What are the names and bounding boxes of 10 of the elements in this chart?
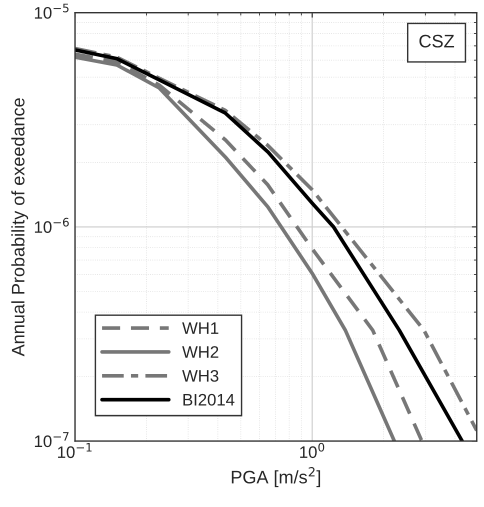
y-tick-label: 10$^{−5}$ <box>34 4 69 19</box>
x-axis-title: PGA [m/s$^{2}$] <box>232 467 320 488</box>
y-axis-title: Annual Probability of exeedance <box>11 98 28 356</box>
legend-label: WH2 <box>182 346 218 358</box>
x-tick-label: 10$^{0}$ <box>300 442 324 458</box>
y-tick-label: 10$^{−6}$ <box>34 218 69 233</box>
legend-label: BI2014 <box>183 394 234 406</box>
legend-label: WH3 <box>182 370 218 382</box>
annotation: CSZ <box>419 34 454 48</box>
legend-label: WH1 <box>182 322 218 334</box>
